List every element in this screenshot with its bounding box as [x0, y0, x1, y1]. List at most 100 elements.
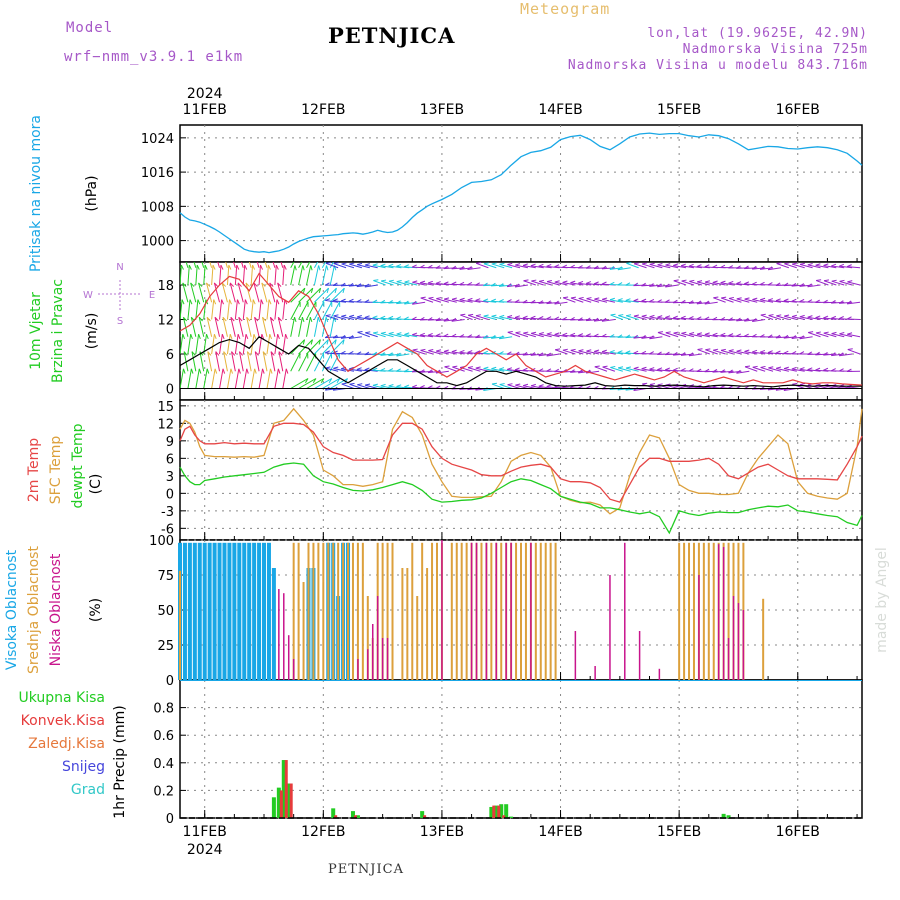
wind-barb-head	[220, 264, 224, 270]
wind-barb-head	[657, 331, 663, 334]
wind-barb-head	[342, 339, 345, 345]
wind-barb-head	[396, 352, 401, 357]
wind-barb-head	[688, 368, 694, 372]
wind-barb-head	[791, 298, 797, 302]
wind-barb	[274, 265, 277, 286]
wind-barb-head	[602, 297, 608, 300]
wind-barb-head	[435, 265, 441, 269]
wind-barb	[768, 315, 782, 320]
wind-barb	[234, 299, 238, 320]
cloud-mid-bar	[292, 542, 295, 680]
wind-barb	[633, 336, 647, 339]
wind-barb-head	[530, 299, 536, 304]
wind-barb-head	[736, 281, 742, 285]
wind-barb-head	[436, 349, 442, 352]
wind-barb-head	[562, 316, 567, 321]
cloud-mid-bar	[322, 542, 325, 680]
wind-barb-head	[196, 264, 200, 270]
wind-barb	[270, 351, 276, 372]
temp-ylabel-3: dewpt Temp	[70, 423, 86, 508]
wind-barb-head	[269, 282, 274, 287]
wind-barb-head	[657, 367, 663, 371]
wind-barb	[617, 267, 631, 271]
precip-conv-bar	[289, 783, 293, 818]
model-label: Model	[66, 20, 114, 36]
wind-barb-head	[320, 378, 325, 384]
wind-barb-head	[799, 335, 805, 340]
wind-barb	[277, 317, 284, 337]
wind-barb	[649, 336, 663, 340]
wind-barb-head	[483, 282, 488, 287]
wind-barb-head	[633, 314, 639, 317]
wind-barb	[831, 280, 845, 286]
precip-legend-item: Zaledj.Kisa	[28, 736, 105, 752]
wind-barb-head	[182, 334, 186, 340]
wind-barb-head	[278, 351, 283, 356]
wind-barb-head	[270, 351, 275, 356]
wind-barb	[380, 317, 394, 320]
wind-barb	[681, 332, 695, 338]
wind-barb	[617, 336, 631, 338]
wind-barb	[522, 317, 536, 320]
wind-barb-head	[704, 316, 710, 320]
wind-tick-label: 18	[157, 279, 174, 294]
wind-barb	[231, 351, 236, 372]
wind-barb-head	[585, 317, 591, 322]
clouds-tick-label: 50	[157, 604, 174, 619]
wind-barb	[594, 366, 608, 372]
wind-barb-head	[530, 263, 536, 267]
wind-barb-head	[815, 315, 821, 319]
wind-barb-head	[626, 262, 632, 264]
cloud-high-bar	[237, 542, 242, 680]
wind-barb-head	[760, 313, 766, 316]
temperature-tick-label: 6	[166, 452, 174, 467]
wind-barb	[610, 314, 623, 320]
wind-barb-head	[507, 262, 513, 266]
temperature-tick-label: 3	[166, 470, 174, 485]
wind-barb	[767, 336, 781, 338]
wind-barb	[357, 384, 370, 389]
wind-barb	[712, 282, 726, 286]
precip-total-bar	[504, 804, 509, 818]
cloud-mid-bar	[312, 542, 315, 680]
wind-barb-head	[728, 265, 734, 269]
wind-barb-head	[228, 264, 232, 270]
wind-barb-head	[570, 332, 576, 336]
wind-barb-head	[254, 351, 259, 356]
wind-barb-head	[776, 262, 782, 265]
wind-barb	[277, 282, 284, 303]
wind-barb	[713, 297, 726, 303]
wind-barb	[325, 299, 339, 303]
cloud-mid-bar	[480, 542, 483, 680]
cloud-high-bar	[266, 542, 271, 680]
cloud-mid-bar	[455, 542, 458, 680]
wind-barb	[436, 298, 449, 303]
wind-barb-head	[334, 339, 337, 345]
wind-barb-head	[198, 368, 202, 374]
wind-barb-head	[657, 283, 662, 288]
wind-barb-head	[206, 316, 211, 322]
model-altitude: Nadmorska Visina u modelu 843.716m	[567, 58, 868, 73]
wind-barb-head	[411, 316, 417, 320]
wind-barb	[325, 315, 339, 320]
wind-barb	[180, 334, 184, 355]
wind-barb-head	[348, 335, 354, 339]
wind-barb	[428, 350, 442, 355]
wind-barb-head	[823, 279, 830, 282]
wind-barb-head	[396, 316, 402, 320]
precip-total-bar	[281, 760, 286, 818]
wind-barb	[290, 317, 296, 337]
wind-barb	[182, 317, 189, 337]
cloud-low-bar	[470, 542, 473, 680]
wind-barb-head	[491, 262, 497, 265]
wind-barb-head	[404, 300, 409, 305]
wind-barb-head	[506, 351, 512, 355]
wind-barb	[641, 315, 655, 320]
wind-barb	[321, 353, 332, 372]
wind-barb-head	[791, 282, 797, 287]
wind-barb-head	[325, 366, 331, 369]
wind-barb	[250, 368, 256, 389]
wind-barb	[349, 316, 362, 320]
wind-barb	[586, 298, 600, 303]
precip-total-bar	[509, 816, 514, 818]
